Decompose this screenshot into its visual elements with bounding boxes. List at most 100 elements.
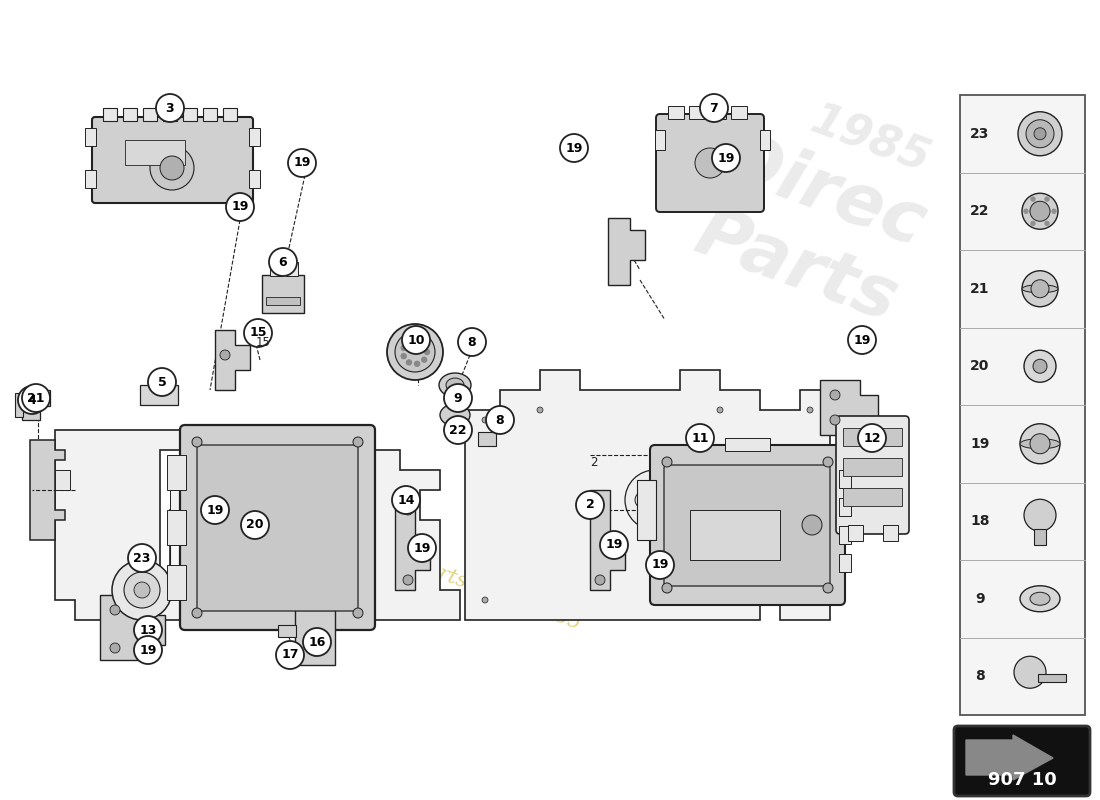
Circle shape bbox=[717, 407, 723, 413]
Text: a passion for parts since 1985: a passion for parts since 1985 bbox=[277, 506, 583, 634]
Circle shape bbox=[270, 248, 297, 276]
Circle shape bbox=[560, 134, 588, 162]
Circle shape bbox=[22, 384, 50, 412]
Circle shape bbox=[402, 346, 406, 350]
Circle shape bbox=[192, 437, 202, 447]
Text: 23: 23 bbox=[970, 126, 990, 141]
Text: 5: 5 bbox=[157, 375, 166, 389]
Bar bbox=[167, 455, 186, 490]
Circle shape bbox=[1024, 499, 1056, 531]
Circle shape bbox=[662, 457, 672, 467]
Text: 9: 9 bbox=[453, 391, 462, 405]
Circle shape bbox=[700, 94, 728, 122]
Circle shape bbox=[482, 417, 488, 423]
Circle shape bbox=[160, 156, 184, 180]
Bar bbox=[249, 128, 260, 146]
Bar bbox=[22, 390, 40, 420]
FancyBboxPatch shape bbox=[92, 117, 253, 203]
Bar bbox=[85, 170, 96, 188]
Bar bbox=[20, 393, 28, 403]
Circle shape bbox=[662, 583, 672, 593]
Circle shape bbox=[807, 597, 813, 603]
Circle shape bbox=[1033, 359, 1047, 374]
Bar bbox=[262, 275, 304, 313]
Circle shape bbox=[1031, 222, 1035, 226]
Circle shape bbox=[1031, 197, 1035, 201]
Circle shape bbox=[156, 94, 184, 122]
Polygon shape bbox=[608, 218, 645, 285]
Circle shape bbox=[421, 342, 427, 346]
Text: 19: 19 bbox=[565, 142, 583, 154]
Bar bbox=[125, 140, 185, 165]
Text: 12: 12 bbox=[864, 431, 881, 445]
Text: 20: 20 bbox=[970, 359, 990, 374]
Bar bbox=[839, 498, 851, 516]
Bar bbox=[295, 610, 336, 665]
Circle shape bbox=[625, 470, 685, 530]
Circle shape bbox=[1030, 434, 1050, 454]
Circle shape bbox=[403, 505, 412, 515]
Bar bbox=[183, 108, 197, 121]
Circle shape bbox=[1030, 202, 1050, 222]
Circle shape bbox=[421, 358, 427, 362]
Polygon shape bbox=[30, 440, 65, 540]
Circle shape bbox=[1052, 210, 1056, 214]
Text: 4: 4 bbox=[28, 394, 36, 406]
Circle shape bbox=[757, 597, 763, 603]
Bar bbox=[689, 106, 705, 119]
Ellipse shape bbox=[440, 404, 470, 426]
Polygon shape bbox=[395, 490, 430, 590]
Bar bbox=[690, 510, 780, 560]
Text: 19: 19 bbox=[651, 558, 669, 571]
Circle shape bbox=[134, 636, 162, 664]
Text: 3: 3 bbox=[166, 102, 174, 114]
Bar bbox=[140, 385, 178, 405]
Bar bbox=[478, 432, 496, 446]
Circle shape bbox=[220, 350, 230, 360]
Text: 22: 22 bbox=[449, 423, 466, 437]
Circle shape bbox=[18, 386, 46, 414]
Bar bbox=[25, 390, 50, 406]
Circle shape bbox=[392, 486, 420, 514]
Bar bbox=[839, 470, 851, 488]
Polygon shape bbox=[465, 370, 830, 620]
Text: 15: 15 bbox=[256, 335, 271, 349]
Text: 19: 19 bbox=[854, 334, 871, 346]
Bar bbox=[223, 108, 236, 121]
Text: 907 10: 907 10 bbox=[988, 771, 1056, 789]
FancyBboxPatch shape bbox=[650, 445, 845, 605]
Circle shape bbox=[407, 360, 411, 365]
Circle shape bbox=[1022, 270, 1058, 306]
Text: 19: 19 bbox=[717, 151, 735, 165]
Text: 18: 18 bbox=[970, 514, 990, 528]
Ellipse shape bbox=[1022, 285, 1058, 293]
Text: 20: 20 bbox=[246, 518, 264, 531]
Bar bbox=[15, 393, 23, 417]
Circle shape bbox=[395, 332, 434, 372]
Circle shape bbox=[1022, 194, 1058, 230]
Bar bbox=[848, 525, 864, 541]
Bar bbox=[839, 554, 851, 572]
Circle shape bbox=[830, 415, 840, 425]
Circle shape bbox=[134, 616, 162, 644]
Circle shape bbox=[482, 597, 488, 603]
Text: 13: 13 bbox=[140, 623, 156, 637]
Circle shape bbox=[600, 531, 628, 559]
Bar bbox=[204, 108, 217, 121]
Circle shape bbox=[415, 362, 419, 366]
Bar bbox=[843, 428, 902, 446]
Circle shape bbox=[134, 582, 150, 598]
Bar bbox=[668, 106, 684, 119]
Ellipse shape bbox=[439, 373, 471, 397]
Circle shape bbox=[823, 583, 833, 593]
Circle shape bbox=[458, 328, 486, 356]
Polygon shape bbox=[100, 595, 165, 660]
Bar bbox=[286, 262, 298, 276]
Text: 19: 19 bbox=[140, 643, 156, 657]
Polygon shape bbox=[214, 330, 250, 390]
Circle shape bbox=[353, 608, 363, 618]
Bar bbox=[123, 108, 138, 121]
Circle shape bbox=[1018, 112, 1062, 156]
Circle shape bbox=[486, 406, 514, 434]
Circle shape bbox=[201, 496, 229, 524]
